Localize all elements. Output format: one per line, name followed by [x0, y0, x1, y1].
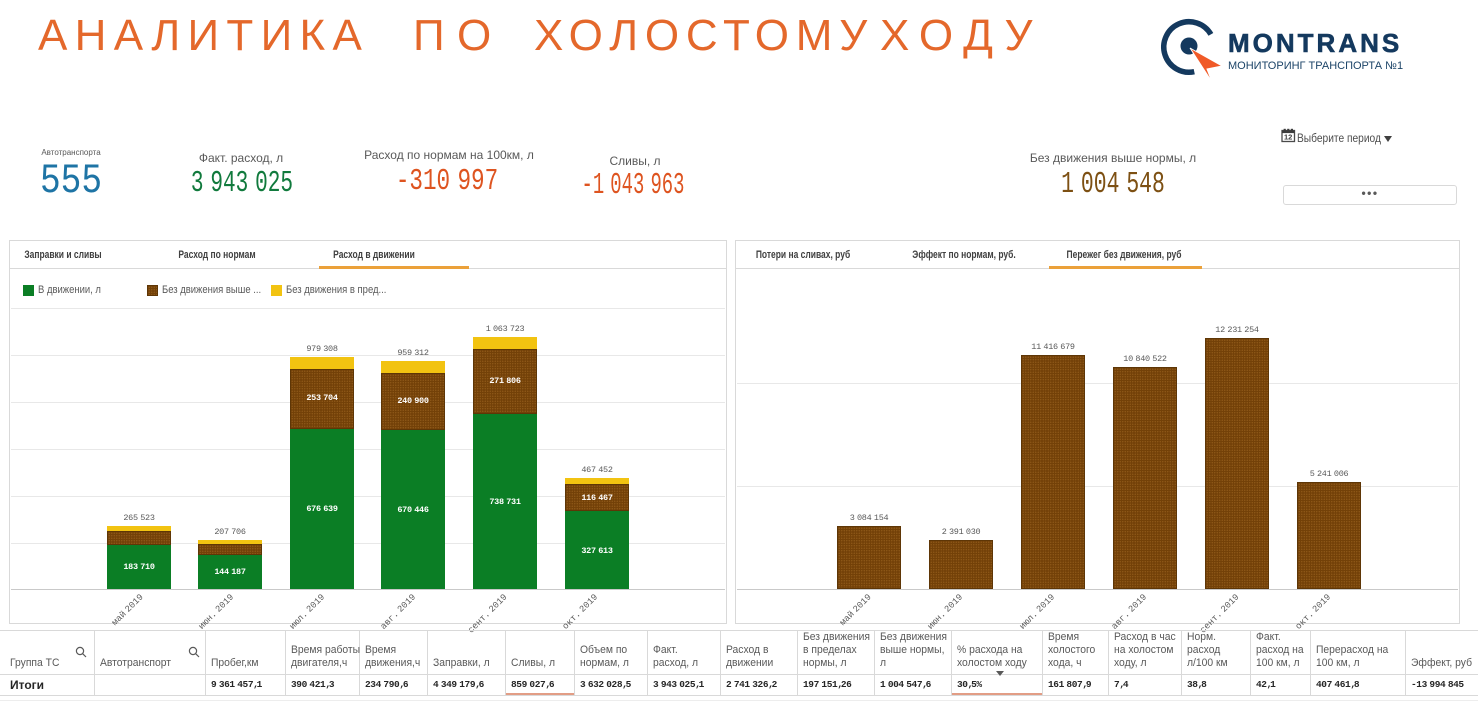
- svg-text:12: 12: [1284, 133, 1292, 142]
